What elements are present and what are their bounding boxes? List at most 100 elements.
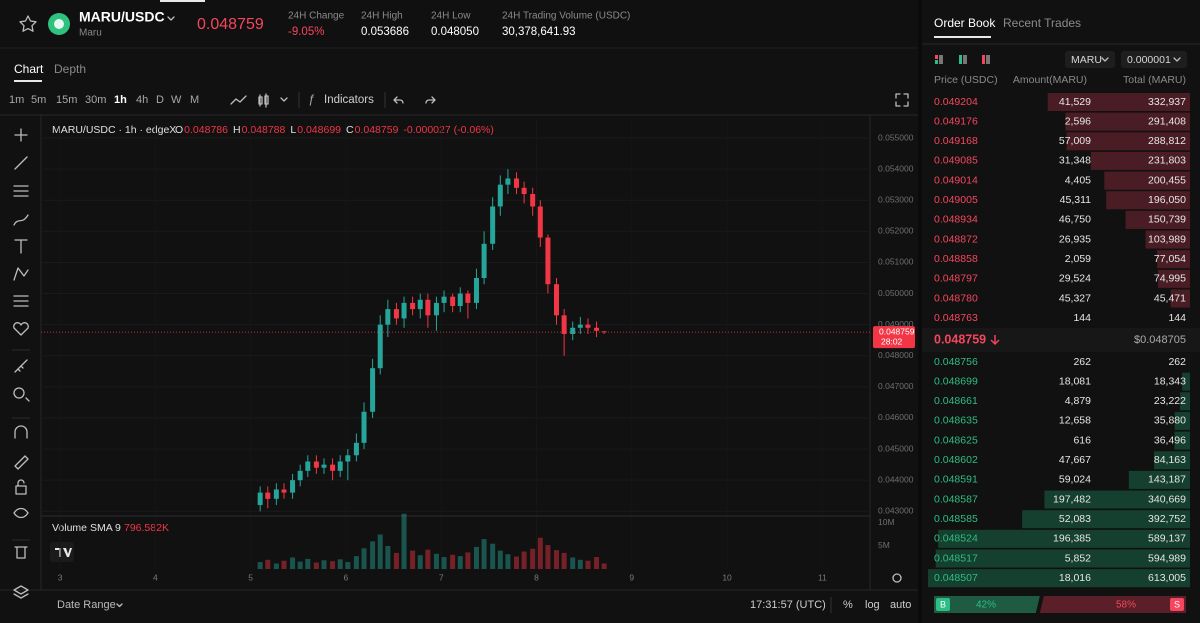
depth-bar bbox=[928, 569, 1190, 588]
tool-icon[interactable] bbox=[13, 507, 29, 519]
volume-bar bbox=[521, 551, 527, 569]
price[interactable]: 0.048699 bbox=[934, 375, 978, 387]
price[interactable]: 0.048625 bbox=[934, 434, 978, 446]
price[interactable]: 0.048635 bbox=[934, 415, 978, 427]
favorite-star[interactable] bbox=[19, 15, 37, 32]
price[interactable]: 0.048661 bbox=[934, 395, 978, 407]
price[interactable]: 0.048585 bbox=[934, 513, 978, 525]
price[interactable]: 0.049176 bbox=[934, 115, 978, 127]
interval-button[interactable]: D bbox=[156, 94, 164, 106]
pair[interactable]: MARU/USDC bbox=[79, 9, 165, 25]
tool-icon[interactable] bbox=[14, 455, 29, 470]
amount: 59,024 bbox=[1059, 474, 1091, 486]
asset-select[interactable] bbox=[1065, 51, 1115, 68]
price[interactable]: 0.048858 bbox=[934, 253, 978, 265]
tool-icon[interactable] bbox=[14, 425, 28, 439]
log-toggle[interactable]: log bbox=[865, 599, 880, 611]
candle-body bbox=[537, 206, 543, 238]
interval-button[interactable]: W bbox=[171, 94, 182, 106]
price[interactable]: 0.048602 bbox=[934, 454, 978, 466]
price[interactable]: 0.049204 bbox=[934, 96, 978, 108]
tool-icon[interactable] bbox=[13, 185, 29, 197]
price[interactable]: 0.048780 bbox=[934, 292, 978, 304]
candle-body bbox=[345, 455, 351, 462]
auto-toggle[interactable]: auto bbox=[890, 599, 911, 611]
volume-bar bbox=[377, 534, 383, 569]
redo-icon[interactable] bbox=[425, 96, 436, 104]
tool-icon[interactable] bbox=[13, 267, 29, 281]
settings-icon[interactable] bbox=[892, 573, 902, 583]
volume-bar bbox=[473, 546, 479, 569]
interval-button[interactable]: 1h bbox=[114, 94, 127, 106]
interval-button[interactable]: 5m bbox=[31, 94, 46, 106]
tool-icon[interactable] bbox=[15, 479, 27, 495]
tool-icon[interactable] bbox=[13, 387, 30, 402]
volume-bar bbox=[353, 556, 359, 569]
candle-body bbox=[530, 194, 536, 207]
tab[interactable]: Depth bbox=[54, 62, 86, 76]
total: 84,163 bbox=[1154, 454, 1186, 466]
price[interactable]: 0.048872 bbox=[934, 233, 978, 245]
volume-bar bbox=[570, 557, 576, 569]
undo-icon[interactable] bbox=[393, 96, 404, 104]
toggle-icon bbox=[935, 55, 938, 59]
tool-icon[interactable] bbox=[13, 214, 29, 226]
price[interactable]: 0.048517 bbox=[934, 552, 978, 564]
interval-button[interactable]: M bbox=[190, 94, 199, 106]
candle-body bbox=[281, 489, 287, 493]
tool-icon[interactable] bbox=[13, 295, 29, 307]
candle-body bbox=[330, 464, 336, 471]
toggle-icon bbox=[935, 60, 938, 64]
candle-body bbox=[554, 284, 560, 316]
total: 589,137 bbox=[1148, 533, 1186, 545]
candle-body bbox=[257, 492, 263, 506]
price[interactable]: 0.049085 bbox=[934, 155, 978, 167]
chart-type-icon[interactable] bbox=[230, 95, 247, 105]
view-toggles[interactable] bbox=[935, 55, 990, 64]
interval-button[interactable]: 1m bbox=[9, 94, 24, 106]
interval-button[interactable]: 30m bbox=[85, 94, 106, 106]
tool-icon[interactable] bbox=[14, 239, 28, 254]
total: 77,054 bbox=[1154, 253, 1186, 265]
price[interactable]: 0.048797 bbox=[934, 273, 978, 285]
toggle-icon bbox=[982, 55, 985, 64]
tab-underline bbox=[934, 36, 991, 38]
price[interactable]: 0.048591 bbox=[934, 474, 978, 486]
depth-bar bbox=[1180, 392, 1190, 411]
tool-icon[interactable] bbox=[14, 546, 28, 559]
precision-select[interactable] bbox=[1121, 51, 1187, 68]
percent-toggle[interactable]: % bbox=[843, 599, 853, 611]
tab[interactable]: Chart bbox=[14, 62, 44, 76]
candle-body bbox=[313, 461, 319, 468]
tool-icon[interactable] bbox=[14, 156, 28, 170]
price[interactable]: 0.048756 bbox=[934, 356, 978, 368]
interval-button[interactable]: 15m bbox=[56, 94, 77, 106]
interval-button[interactable]: 4h bbox=[136, 94, 148, 106]
tool-icon[interactable] bbox=[14, 128, 28, 142]
order-book: 0.049204 41,529 332,937 0.049176 2,596 291,40… bbox=[928, 93, 1190, 588]
date-range[interactable]: Date Range bbox=[57, 599, 116, 611]
depth-bar bbox=[1182, 372, 1190, 391]
candle-icon[interactable] bbox=[258, 93, 269, 108]
price[interactable]: 0.048507 bbox=[934, 572, 978, 584]
column-header: Total (MARU) bbox=[1123, 74, 1186, 86]
price[interactable]: 0.048587 bbox=[934, 493, 978, 505]
price[interactable]: 0.048763 bbox=[934, 312, 978, 324]
chart-panel bbox=[0, 49, 918, 623]
price[interactable]: 0.048934 bbox=[934, 214, 978, 226]
tool-icon[interactable] bbox=[14, 359, 28, 373]
tool-icon[interactable] bbox=[13, 585, 29, 599]
price[interactable]: 0.049168 bbox=[934, 135, 978, 147]
fullscreen-icon[interactable] bbox=[895, 93, 909, 107]
tool-icon[interactable] bbox=[13, 322, 29, 336]
tab[interactable]: Recent Trades bbox=[1003, 16, 1081, 30]
tab[interactable]: Order Book bbox=[934, 16, 996, 30]
amount: 5,852 bbox=[1065, 552, 1091, 564]
candle-body bbox=[505, 178, 511, 185]
price[interactable]: 0.049014 bbox=[934, 174, 978, 186]
price[interactable]: 0.048524 bbox=[934, 533, 978, 545]
price[interactable]: 0.049005 bbox=[934, 194, 978, 206]
asset-select-label: MARU bbox=[1071, 54, 1102, 66]
indicators-button[interactable]: Indicators bbox=[324, 94, 374, 106]
